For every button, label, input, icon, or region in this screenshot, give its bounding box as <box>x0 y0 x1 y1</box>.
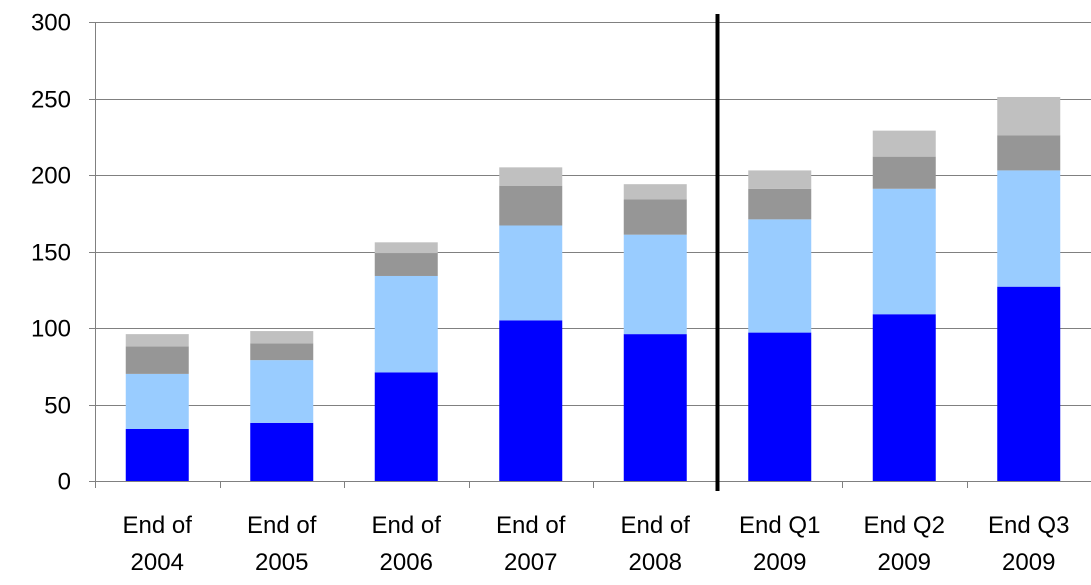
bar-segment <box>125 346 189 374</box>
bar-segment <box>997 96 1061 136</box>
y-tick-label: 50 <box>44 393 71 420</box>
bar-segment <box>997 286 1061 481</box>
bar-segment <box>748 170 812 189</box>
bar-segment <box>997 135 1061 171</box>
bar-segment <box>872 314 936 481</box>
bar-segment <box>623 334 687 481</box>
x-tick-label: End of <box>496 512 566 539</box>
bar-segment <box>748 332 812 481</box>
x-tick-label: End Q2 <box>864 512 945 539</box>
bar-segment <box>623 234 687 335</box>
bar-segment <box>125 428 189 481</box>
x-tick-label: End of <box>123 512 193 539</box>
x-tick-label: 2004 <box>131 549 184 576</box>
x-tick-label: End of <box>372 512 442 539</box>
bar-segment <box>748 219 812 333</box>
bar-segment <box>374 372 438 481</box>
bar-segment <box>997 170 1061 287</box>
bar-segment <box>499 320 563 481</box>
x-tick-label: End of <box>247 512 317 539</box>
y-tick-label: 200 <box>31 163 71 190</box>
x-tick-label: 2007 <box>504 549 557 576</box>
bar-segment <box>374 253 438 276</box>
x-tick-label: 2006 <box>380 549 433 576</box>
y-tick-label: 150 <box>31 240 71 267</box>
x-tick-label: End of <box>621 512 691 539</box>
bar-segment <box>374 242 438 254</box>
bar-segment <box>748 188 812 220</box>
x-tick-label: End Q3 <box>988 512 1069 539</box>
bar-segment <box>250 343 314 361</box>
gridlines <box>95 22 1091 406</box>
x-tick-label: 2009 <box>878 549 931 576</box>
bar-segment <box>499 225 563 321</box>
bar-segment <box>872 188 936 315</box>
bar-segment <box>125 373 189 429</box>
x-tick-label: 2005 <box>255 549 308 576</box>
tick-labels: 0 50 100 150 200 250 300 End of 2004 End of 2005 En… <box>31 10 1069 577</box>
bar-segment <box>872 130 936 157</box>
x-tick-label: End Q1 <box>739 512 820 539</box>
y-tick-label: 300 <box>31 10 71 37</box>
y-tick-label: 0 <box>58 469 71 496</box>
bar-segment <box>374 275 438 373</box>
bar-segment <box>623 184 687 200</box>
x-tick-label: 2009 <box>1002 549 1055 576</box>
y-tick-label: 250 <box>31 87 71 114</box>
x-tick-label: 2009 <box>753 549 806 576</box>
bar-segment <box>250 422 314 481</box>
bar-segment <box>125 334 189 347</box>
bar-segment <box>499 185 563 226</box>
bar-segment <box>872 156 936 189</box>
bar-segment <box>250 360 314 423</box>
bar-segment <box>623 199 687 235</box>
bars <box>125 96 1061 481</box>
bar-segment <box>250 331 314 344</box>
y-tick-label: 100 <box>31 316 71 343</box>
bar-segment <box>499 167 563 186</box>
axes <box>89 14 1091 491</box>
x-tick-label: 2008 <box>629 549 682 576</box>
